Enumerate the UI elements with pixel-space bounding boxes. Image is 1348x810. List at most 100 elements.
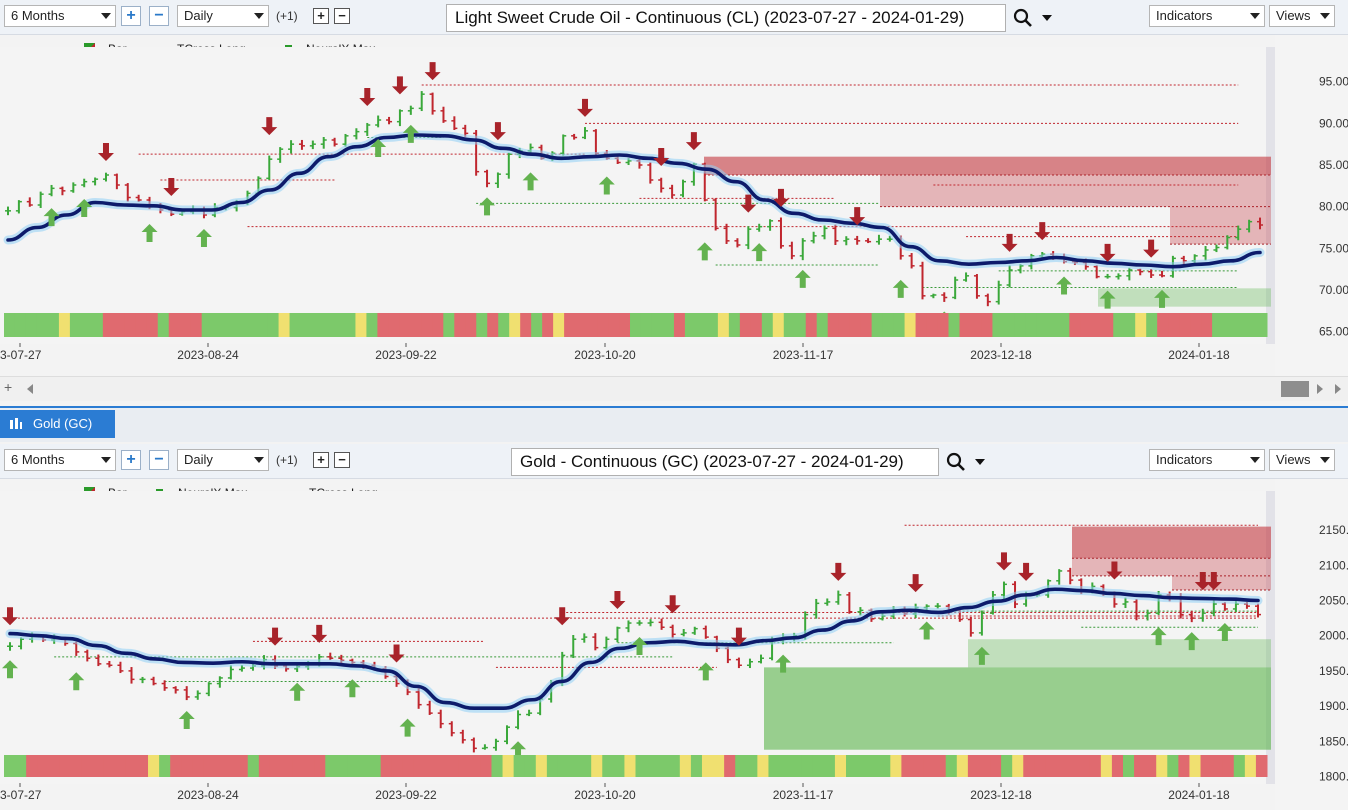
offset-minus-button[interactable]: −	[334, 452, 350, 468]
sell-arrow-icon	[740, 194, 757, 213]
scroll-left-icon[interactable]	[26, 383, 34, 395]
crude-oil-chart[interactable]: Bar TCross.Long NeuralX.Max 95.0090.0085…	[0, 35, 1348, 376]
trend-strip-cell	[1034, 755, 1046, 777]
trend-strip-cell	[1134, 755, 1146, 777]
trend-strip-cell	[812, 755, 825, 777]
zoom-in-button[interactable]: +	[121, 450, 141, 470]
trend-strip-cell	[487, 313, 499, 337]
trend-strip-cell	[602, 755, 614, 777]
trend-strip-cell	[1113, 313, 1125, 337]
search-icon[interactable]	[1013, 8, 1035, 28]
trend-strip-cell	[480, 755, 492, 777]
support-zone	[1098, 288, 1271, 307]
trend-strip-cell	[1212, 313, 1224, 337]
buy-arrow-icon	[794, 269, 811, 288]
trend-strip-cell	[640, 313, 653, 337]
trend-strip-cell	[311, 313, 323, 337]
trend-strip-cell	[413, 755, 426, 777]
trend-strip-cell	[369, 755, 382, 777]
buy-arrow-icon	[141, 224, 158, 242]
trend-strip-cell	[904, 313, 917, 337]
trend-strip-cell	[37, 755, 49, 777]
indicators-dropdown[interactable]: Indicators	[1149, 449, 1265, 471]
trend-strip-cell	[366, 313, 378, 337]
trend-strip-cell	[325, 755, 337, 777]
tcross-long-line	[6, 133, 1262, 269]
offset-plus-button[interactable]: +	[313, 452, 329, 468]
views-dropdown[interactable]: Views	[1269, 449, 1335, 471]
period-dropdown[interactable]: 6 Months	[4, 5, 116, 27]
y-tick-label: 95.00	[1319, 75, 1348, 89]
gold-chart[interactable]: Bar NeuralX.Max TCross.Long 2150.002100.…	[0, 479, 1348, 810]
resistance-zone	[1072, 558, 1271, 576]
views-dropdown[interactable]: Views	[1269, 5, 1335, 27]
add-pane-icon[interactable]: +	[4, 379, 13, 395]
offset-label: (+1)	[276, 9, 298, 23]
trend-strip-cell	[701, 755, 714, 777]
trend-strip-cell	[432, 313, 444, 337]
buy-arrow-icon	[479, 197, 496, 216]
x-tick-label: 2023-11-17	[773, 348, 834, 362]
pane-tabbar	[0, 406, 1348, 442]
offset-minus-button[interactable]: −	[334, 8, 350, 24]
trend-strip-cell	[1178, 755, 1190, 777]
offset-label: (+1)	[276, 453, 298, 467]
sell-arrow-icon	[685, 132, 702, 151]
trend-strip-cell	[613, 755, 625, 777]
sell-arrow-icon	[1205, 572, 1222, 591]
trend-strip-cell	[1146, 313, 1158, 337]
trend-strip-cell	[717, 313, 730, 337]
buy-arrow-icon	[1056, 276, 1073, 295]
indicators-label: Indicators	[1156, 452, 1213, 467]
interval-dropdown[interactable]: Daily	[177, 449, 269, 471]
tab-gold[interactable]: Gold (GC)	[0, 410, 115, 438]
trend-strip-cell	[336, 755, 348, 777]
trend-strip-cell	[713, 755, 725, 777]
sell-arrow-icon	[2, 607, 18, 626]
x-tick-label: 2023-10-20	[574, 788, 636, 802]
scroll-thumb[interactable]	[1281, 381, 1309, 397]
scroll-right-icon[interactable]	[1316, 383, 1324, 395]
trend-strip-cell	[934, 755, 947, 777]
trend-strip-cell	[992, 313, 1004, 337]
trend-strip-cell	[746, 755, 758, 777]
trend-strip-cell	[247, 755, 260, 777]
trend-strip-cell	[124, 313, 137, 337]
trend-strip-cell	[948, 313, 960, 337]
trend-strip-cell	[377, 313, 389, 337]
period-dropdown[interactable]: 6 Months	[4, 449, 116, 471]
sell-arrow-icon	[391, 76, 408, 95]
zoom-in-button[interactable]: +	[121, 6, 141, 26]
trend-strip-cell	[1168, 313, 1180, 337]
search-options-icon[interactable]	[1041, 14, 1053, 22]
x-tick-label: 2023-11-17	[773, 788, 834, 802]
scroll-end-icon[interactable]	[1334, 383, 1342, 395]
zoom-out-button[interactable]: −	[149, 6, 169, 26]
trend-strip-cell	[1135, 313, 1147, 337]
trend-strip-cell	[967, 755, 980, 777]
indicators-dropdown[interactable]: Indicators	[1149, 5, 1265, 27]
sell-arrow-icon	[995, 552, 1012, 571]
trend-strip-cell	[91, 313, 104, 337]
interval-value: Daily	[184, 8, 213, 23]
search-icon[interactable]	[946, 452, 968, 472]
trend-strip-cell	[192, 755, 204, 777]
sell-arrow-icon	[653, 148, 670, 166]
y-tick-label: 1850.00	[1319, 734, 1348, 748]
sell-arrow-icon	[907, 574, 924, 593]
trend-strip-cell	[125, 755, 138, 777]
trend-strip-cell	[524, 755, 537, 777]
trend-strip-cell	[937, 313, 950, 337]
interval-dropdown[interactable]: Daily	[177, 5, 269, 27]
trend-strip-cell	[347, 755, 360, 777]
trend-strip-cell	[103, 755, 116, 777]
buy-arrow-icon	[697, 662, 714, 681]
resistance-zone	[1172, 575, 1271, 590]
chevron-down-icon	[1250, 13, 1260, 19]
search-options-icon[interactable]	[974, 458, 986, 466]
horizontal-scrollbar[interactable]: +	[0, 376, 1348, 401]
offset-plus-button[interactable]: +	[313, 8, 329, 24]
y-tick-label: 1800.00	[1319, 769, 1348, 783]
zoom-out-button[interactable]: −	[149, 450, 169, 470]
trend-strip-cell	[684, 313, 697, 337]
